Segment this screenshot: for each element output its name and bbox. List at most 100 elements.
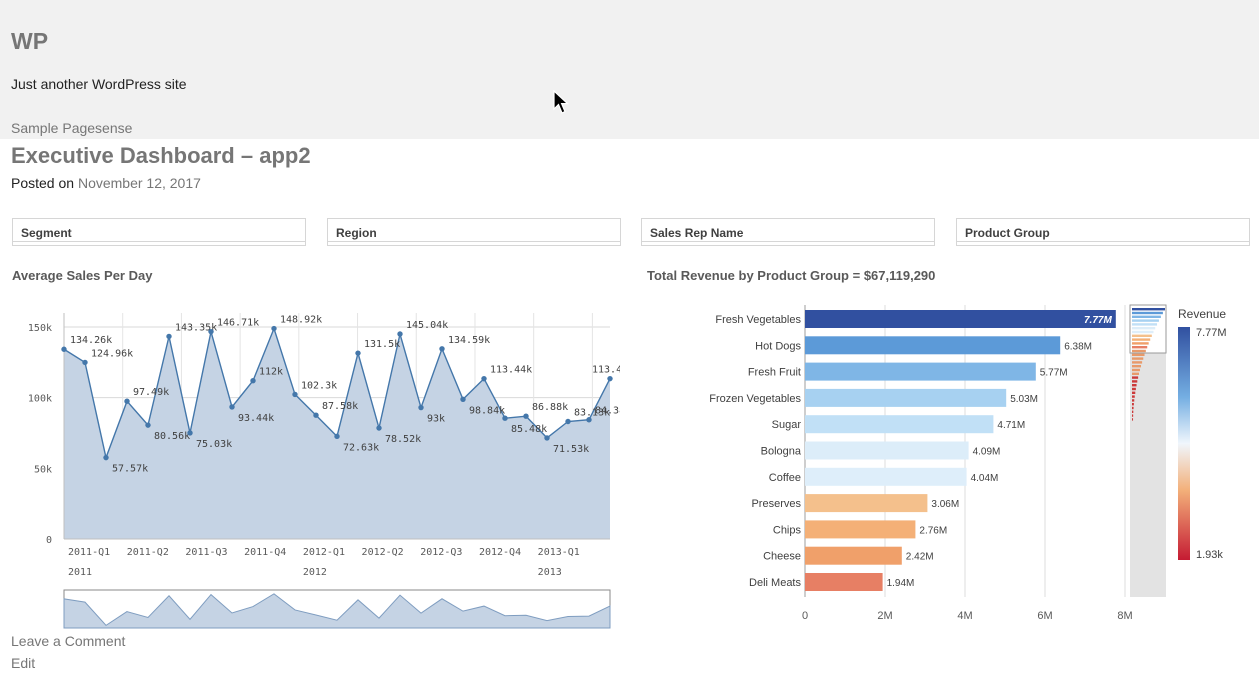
- data-label: 145.04k: [406, 320, 448, 331]
- filter-product-group[interactable]: Product Group: [956, 218, 1250, 246]
- scroll-mini-bar: [1132, 334, 1152, 337]
- data-point[interactable]: [418, 404, 424, 411]
- legend-title: Revenue: [1178, 307, 1226, 321]
- bar[interactable]: [805, 573, 883, 591]
- filter-label: Sales Rep Name: [650, 226, 744, 240]
- scroll-mini-bar: [1132, 357, 1144, 360]
- bar[interactable]: [805, 336, 1061, 355]
- data-label: 112k: [259, 367, 283, 378]
- bar[interactable]: [805, 388, 1007, 407]
- scroll-mini-bar: [1132, 384, 1137, 387]
- scroll-mini-bar: [1132, 323, 1158, 326]
- y-tick-label: 50k: [34, 464, 52, 475]
- y-tick-label: 150k: [28, 323, 52, 334]
- data-point[interactable]: [586, 417, 592, 423]
- category-label: Fresh Fruit: [748, 367, 801, 379]
- scroll-mini-bar: [1132, 327, 1156, 330]
- breadcrumb-link[interactable]: Sample Pagesense: [11, 120, 133, 136]
- scroll-mini-bar: [1132, 410, 1134, 413]
- bar[interactable]: [805, 546, 902, 565]
- data-label: 83.13k: [574, 408, 610, 419]
- legend-min-label: 1.93k: [1196, 549, 1223, 561]
- bar[interactable]: [805, 467, 967, 486]
- filter-segment[interactable]: Segment: [12, 218, 306, 246]
- scroll-mini-bar: [1132, 315, 1161, 318]
- data-label: 134.26k: [70, 335, 112, 346]
- x-tick-label: 2012-Q2: [362, 547, 404, 558]
- data-point[interactable]: [124, 398, 130, 404]
- data-point[interactable]: [439, 346, 445, 352]
- data-point[interactable]: [61, 346, 67, 352]
- data-point[interactable]: [145, 422, 151, 428]
- bar[interactable]: [805, 441, 969, 460]
- data-label: 113.44k: [490, 365, 532, 376]
- data-point[interactable]: [334, 433, 340, 440]
- data-point[interactable]: [376, 425, 382, 431]
- post-title: Executive Dashboard – app2: [11, 143, 311, 168]
- data-label: 78.52k: [385, 434, 421, 445]
- data-point[interactable]: [502, 415, 508, 421]
- data-point[interactable]: [460, 396, 466, 403]
- data-point[interactable]: [544, 435, 550, 441]
- scroll-mini-bar: [1132, 349, 1146, 353]
- filter-sales-rep-name[interactable]: Sales Rep Name: [641, 218, 935, 246]
- data-label: 124.96k: [91, 348, 133, 359]
- site-description: Just another WordPress site: [11, 76, 187, 92]
- site-title[interactable]: WP: [11, 28, 49, 54]
- y-tick-label: 100k: [28, 394, 52, 405]
- bar[interactable]: [805, 415, 994, 434]
- site-header: WP Just another WordPress site Sample Pa…: [0, 0, 1259, 139]
- scroll-mini-bar: [1132, 372, 1140, 375]
- data-point[interactable]: [229, 404, 235, 410]
- bar[interactable]: [805, 362, 1036, 381]
- filter-label: Region: [336, 226, 377, 240]
- scroll-mini-bar: [1132, 368, 1140, 372]
- data-point[interactable]: [271, 325, 277, 332]
- x-tick-label: 2012-Q4: [479, 547, 521, 558]
- post-date-link[interactable]: November 12, 2017: [77, 175, 201, 191]
- data-label: 102.3k: [301, 380, 337, 391]
- bar[interactable]: [805, 520, 916, 539]
- scroll-mini-bar: [1132, 399, 1135, 402]
- edit-link[interactable]: Edit: [11, 655, 36, 671]
- data-point[interactable]: [607, 375, 613, 382]
- filter-label: Segment: [21, 226, 72, 240]
- data-point[interactable]: [250, 378, 256, 384]
- revenue-by-product-chart[interactable]: 0 2M 4M 6M 8M Fresh Vegetables 7.77M Hot Dogs 6.…: [640, 300, 1250, 620]
- data-label: 86.88k: [532, 402, 568, 413]
- data-point[interactable]: [292, 391, 298, 398]
- category-label: Cheese: [763, 551, 801, 563]
- data-point[interactable]: [355, 350, 361, 356]
- bar[interactable]: [805, 494, 928, 513]
- bar-value-label: 5.03M: [1010, 394, 1038, 405]
- data-point[interactable]: [313, 412, 319, 418]
- data-point[interactable]: [523, 413, 529, 419]
- data-point[interactable]: [397, 331, 403, 337]
- data-point[interactable]: [565, 418, 571, 425]
- leave-comment-link[interactable]: Leave a Comment: [11, 633, 126, 649]
- scroll-mini-bar: [1132, 353, 1145, 356]
- data-point[interactable]: [166, 333, 172, 340]
- x-tick-label: 2012-Q3: [420, 547, 462, 558]
- data-label: 72.63k: [343, 442, 379, 453]
- data-point[interactable]: [208, 328, 214, 335]
- x-tick-label: 2013-Q1: [538, 547, 580, 558]
- legend-max-label: 7.77M: [1196, 327, 1227, 339]
- data-point[interactable]: [481, 375, 487, 382]
- data-label: 98.84k: [469, 405, 505, 416]
- average-sales-chart[interactable]: 150k 100k 50k 0 134.26k 124.96k 57.57k 97.49k 80…: [0, 310, 620, 630]
- data-label: 87.58k: [322, 401, 358, 412]
- x-tick-label: 2012-Q1: [303, 547, 345, 558]
- data-label: 93k: [427, 414, 445, 425]
- data-point[interactable]: [82, 359, 88, 366]
- filter-region[interactable]: Region: [327, 218, 621, 246]
- bar[interactable]: [805, 310, 1116, 328]
- x-tick-label: 2011-Q4: [244, 547, 286, 558]
- legend-color-scale: [1178, 327, 1190, 560]
- scroll-mini-bar: [1132, 395, 1135, 398]
- data-point[interactable]: [103, 454, 109, 461]
- area-fill: [64, 328, 610, 539]
- filter-label: Product Group: [965, 226, 1050, 240]
- data-point[interactable]: [187, 430, 193, 436]
- scroll-mini-bar: [1132, 376, 1139, 379]
